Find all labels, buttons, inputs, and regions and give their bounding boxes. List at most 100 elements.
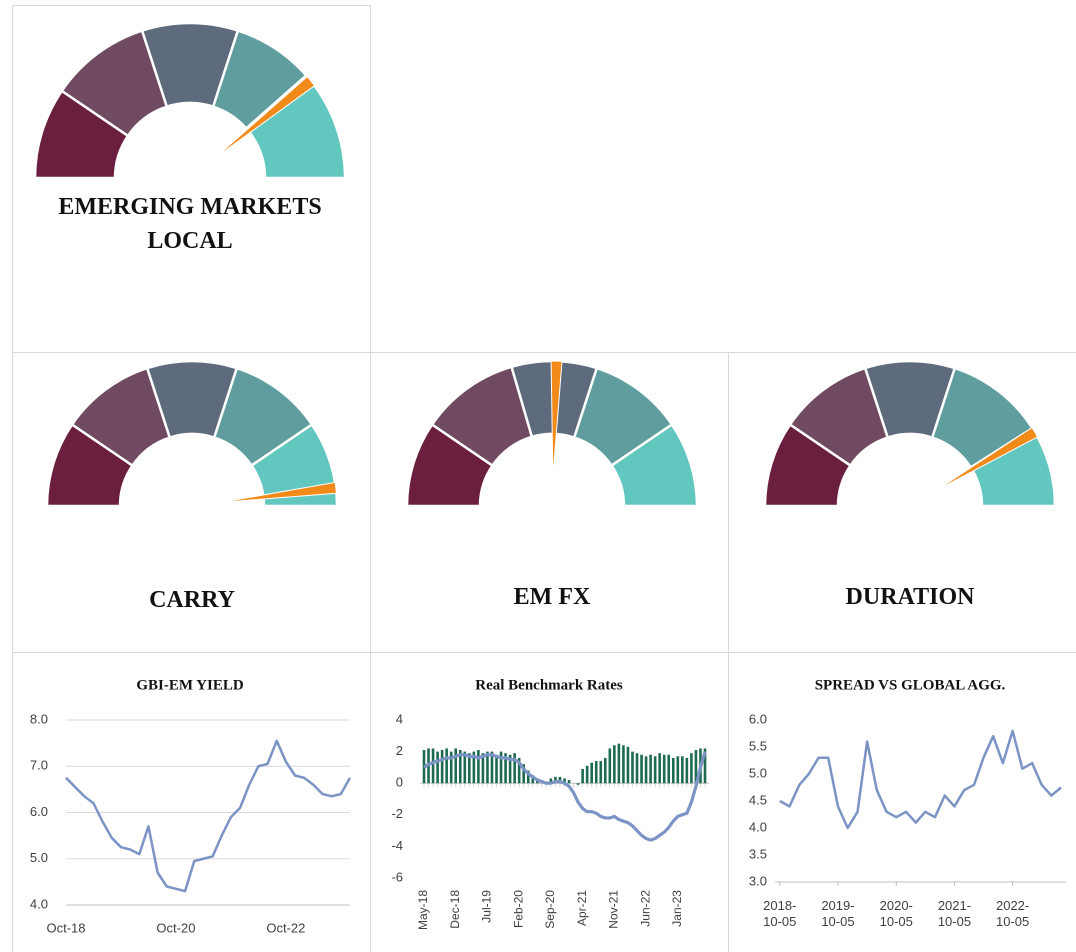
x-tick-label: Jul-19 (480, 890, 494, 923)
gauge-segment (609, 422, 699, 508)
bar (685, 757, 689, 784)
x-tick-label-box: 2020-10-05 (879, 898, 913, 929)
y-tick-label: 6.0 (749, 711, 767, 726)
bar (590, 762, 593, 784)
bar (449, 751, 453, 784)
bar (454, 748, 458, 784)
bar (468, 753, 471, 784)
x-tick-label: 2018-10-05 (763, 898, 797, 929)
bar (504, 753, 507, 784)
y-tick-label: 3.5 (749, 846, 767, 861)
x-tick-label: 2020-10-05 (879, 898, 913, 929)
gauge-needle (550, 360, 563, 478)
bar (567, 780, 571, 784)
bar (458, 750, 462, 784)
bar (667, 754, 671, 784)
bar (644, 756, 648, 784)
x-tick-label-box: 2022-10-05 (995, 898, 1030, 929)
y-tick-label: -2 (391, 806, 403, 821)
x-tick-label: Jun-22 (638, 890, 652, 927)
gauge-segment (969, 426, 1057, 508)
gauge-title: CARRY (149, 587, 235, 613)
x-tick-label: Oct-18 (46, 920, 85, 935)
y-tick-label: 4 (396, 711, 403, 726)
bar (431, 748, 435, 784)
x-tick-label: Jan-23 (670, 890, 684, 927)
bar (440, 750, 444, 784)
gauge-title-box: CARRY (149, 587, 235, 613)
bar (617, 743, 621, 784)
x-tick-label-box: 2019-10-05 (821, 898, 854, 929)
bar (495, 754, 498, 784)
bar (549, 778, 553, 784)
chart-title: SPREAD VS GLOBAL AGG. (815, 677, 1006, 693)
y-tick-label: 5.0 (749, 765, 767, 780)
bar (603, 757, 607, 784)
bar (576, 783, 580, 785)
gauge-needle (220, 481, 337, 503)
bar (513, 753, 516, 784)
x-tick-label: May-18 (416, 890, 430, 930)
x-tick-label: Feb-20 (511, 890, 525, 928)
bar (517, 757, 521, 784)
bar (463, 751, 467, 784)
bar (436, 751, 439, 784)
bar (631, 751, 634, 784)
y-tick-label: 4.0 (749, 819, 767, 834)
line (779, 729, 1062, 830)
line (423, 751, 707, 842)
bar (581, 768, 584, 784)
bar (499, 751, 503, 784)
bar (681, 756, 684, 784)
y-tick-label: 3.0 (749, 873, 767, 888)
y-tick-label: 8.0 (30, 711, 48, 726)
x-tick-label: 2022-10-05 (995, 898, 1030, 929)
x-tick-label: Oct-22 (266, 920, 305, 935)
y-tick-label: 7.0 (30, 758, 48, 773)
chart-title: GBI-EM YIELD (136, 677, 244, 693)
bar (486, 751, 489, 784)
bar (472, 751, 476, 784)
bar (531, 775, 535, 784)
bar (635, 753, 639, 784)
gauge-title: EM FX (513, 584, 591, 610)
chart-title: Real Benchmark Rates (475, 677, 623, 693)
y-tick-label: 5.5 (749, 738, 767, 753)
y-tick-label: -6 (391, 869, 403, 884)
bar (481, 753, 485, 784)
gauge-title: EMERGING MARKETS LOCAL (58, 194, 322, 254)
x-tick-label-box: 2018-10-05 (763, 898, 797, 929)
bar (703, 748, 707, 784)
bar (676, 756, 680, 784)
bar (526, 770, 530, 784)
bar (508, 754, 512, 784)
x-tick-label: Apr-21 (575, 890, 589, 926)
gauge-title-box: EM FX (513, 584, 591, 610)
gauge-title-box: DURATION (845, 584, 975, 610)
bar (671, 757, 675, 784)
x-tick-label: Sep-20 (543, 890, 557, 929)
x-tick-label: Nov-21 (607, 890, 621, 929)
y-tick-label: 4.0 (30, 896, 48, 911)
x-tick-label: 2021-10-05 (937, 898, 972, 929)
gauge-needle (934, 426, 1039, 492)
bar (622, 745, 625, 784)
y-tick-label: -4 (391, 838, 403, 853)
x-tick-label: Oct-20 (156, 920, 195, 935)
gauge-needle (213, 75, 316, 160)
bar (490, 751, 494, 784)
gauge-title: DURATION (845, 584, 975, 610)
bar (585, 765, 589, 784)
bar (649, 754, 652, 784)
x-tick-label-box: 2021-10-05 (937, 898, 972, 929)
y-tick-label: 2 (396, 743, 403, 758)
bar (662, 754, 666, 784)
bar (640, 754, 643, 784)
gauge-title-box: EMERGING MARKETS LOCAL (58, 194, 322, 254)
bar (613, 745, 616, 784)
line (65, 739, 352, 893)
bar (626, 746, 630, 784)
bar (658, 753, 661, 784)
